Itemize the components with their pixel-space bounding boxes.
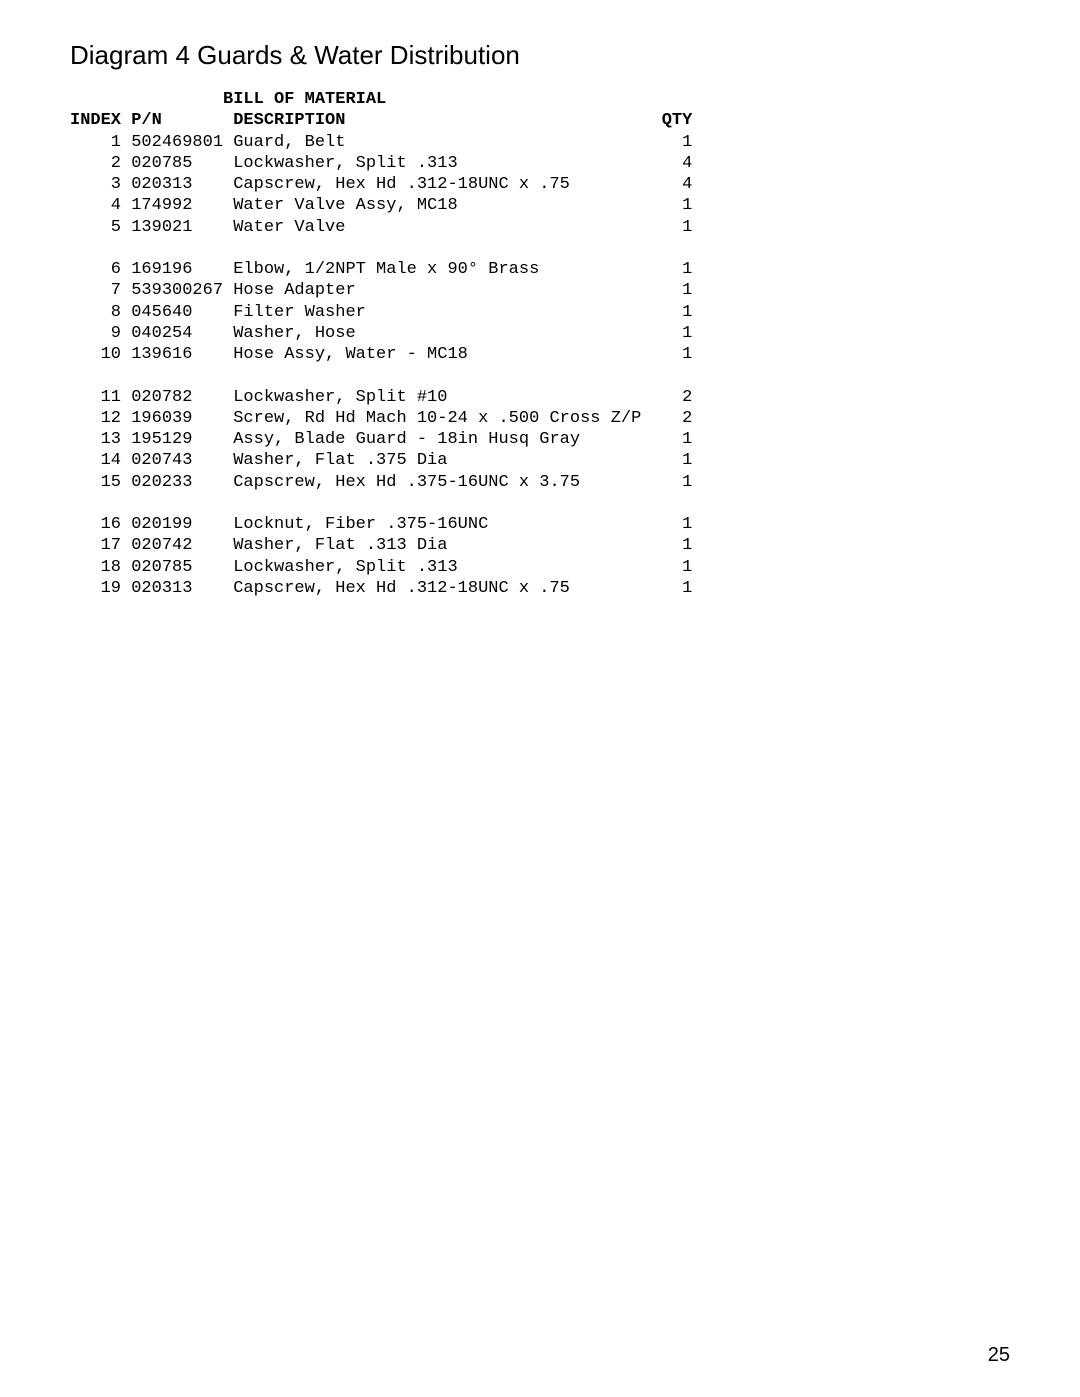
group-separator [70, 238, 1010, 259]
table-row: 14 020743 Washer, Flat .375 Dia 1 [70, 450, 1010, 471]
page-number: 25 [988, 1344, 1010, 1367]
table-row: 4 174992 Water Valve Assy, MC18 1 [70, 195, 1010, 216]
table-row: 10 139616 Hose Assy, Water - MC18 1 [70, 344, 1010, 365]
table-row: 17 020742 Washer, Flat .313 Dia 1 [70, 535, 1010, 556]
table-row: 13 195129 Assy, Blade Guard - 18in Husq … [70, 429, 1010, 450]
table-row: 7 539300267 Hose Adapter 1 [70, 280, 1010, 301]
table-row: 18 020785 Lockwasher, Split .313 1 [70, 557, 1010, 578]
table-row: 16 020199 Locknut, Fiber .375-16UNC 1 [70, 514, 1010, 535]
table-row: 6 169196 Elbow, 1/2NPT Male x 90° Brass … [70, 259, 1010, 280]
group-separator [70, 365, 1010, 386]
table-row: 9 040254 Washer, Hose 1 [70, 323, 1010, 344]
page-title: Diagram 4 Guards & Water Distribution [70, 40, 1010, 71]
table-row: 1 502469801 Guard, Belt 1 [70, 132, 1010, 153]
table-row: 5 139021 Water Valve 1 [70, 217, 1010, 238]
bom-header-row: INDEX P/N DESCRIPTION QTY [70, 110, 1010, 131]
table-row: 19 020313 Capscrew, Hex Hd .312-18UNC x … [70, 578, 1010, 599]
table-row: 2 020785 Lockwasher, Split .313 4 [70, 153, 1010, 174]
table-row: 12 196039 Screw, Rd Hd Mach 10-24 x .500… [70, 408, 1010, 429]
bom-title: BILL OF MATERIAL [70, 89, 1010, 110]
table-row: 8 045640 Filter Washer 1 [70, 302, 1010, 323]
table-row: 11 020782 Lockwasher, Split #10 2 [70, 387, 1010, 408]
group-separator [70, 493, 1010, 514]
table-row: 3 020313 Capscrew, Hex Hd .312-18UNC x .… [70, 174, 1010, 195]
bill-of-material-table: BILL OF MATERIALINDEX P/N DESCRIPTION QT… [70, 89, 1010, 599]
table-row: 15 020233 Capscrew, Hex Hd .375-16UNC x … [70, 472, 1010, 493]
